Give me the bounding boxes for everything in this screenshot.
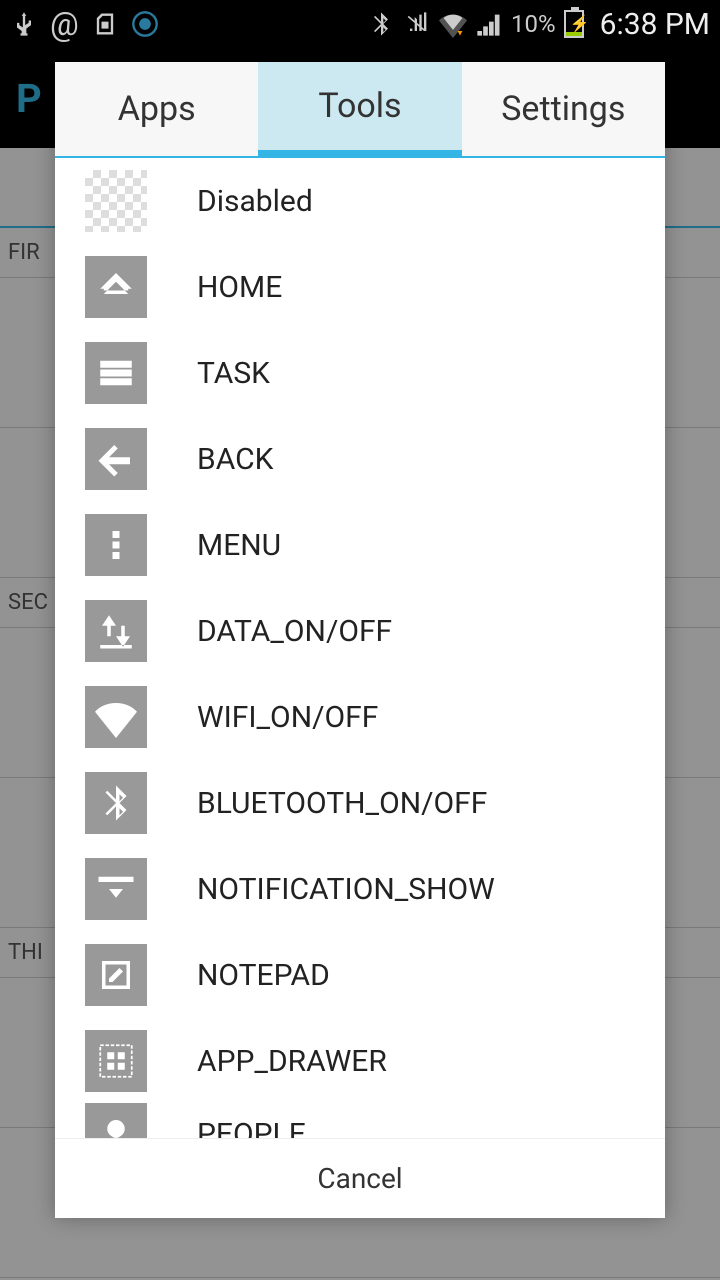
item-label: Disabled (197, 184, 313, 219)
item-label: NOTIFICATION_SHOW (197, 872, 495, 907)
at-icon: @ (50, 5, 79, 43)
list-item-menu[interactable]: MENU (85, 502, 665, 588)
status-left: @ (10, 5, 159, 43)
item-label: BLUETOOTH_ON/OFF (197, 786, 487, 821)
list-item-data[interactable]: DATA_ON/OFF (85, 588, 665, 674)
people-icon (85, 1103, 147, 1138)
item-label: MENU (197, 528, 281, 563)
notepad-icon (85, 944, 147, 1006)
list-item-bluetooth[interactable]: BLUETOOTH_ON/OFF (85, 760, 665, 846)
tab-tools[interactable]: Tools (258, 62, 461, 158)
list-item-notification[interactable]: NOTIFICATION_SHOW (85, 846, 665, 932)
list-item-appdrawer[interactable]: APP_DRAWER (85, 1018, 665, 1104)
list-item-notepad[interactable]: NOTEPAD (85, 932, 665, 1018)
list-item-task[interactable]: TASK (85, 330, 665, 416)
cancel-label: Cancel (317, 1162, 402, 1195)
home-icon (85, 256, 147, 318)
disabled-icon (85, 170, 147, 232)
list-item-back[interactable]: BACK (85, 416, 665, 502)
status-bar: @ 10% ⚡ 6:38 PM (0, 0, 720, 48)
cancel-button[interactable]: Cancel (55, 1138, 665, 1218)
list-item-home[interactable]: HOME (85, 244, 665, 330)
tab-apps-label: Apps (118, 89, 196, 129)
list-item-disabled[interactable]: Disabled (85, 158, 665, 244)
backdrop-title: P (16, 75, 42, 122)
bluetooth-toggle-icon (85, 772, 147, 834)
battery-percent: 10% (511, 10, 556, 38)
wifi-status-icon (439, 10, 467, 38)
usb-icon (10, 10, 38, 38)
item-label: APP_DRAWER (197, 1044, 387, 1079)
tab-settings[interactable]: Settings (462, 62, 665, 156)
bluetooth-icon (367, 10, 395, 38)
item-label: PEOPLE (197, 1117, 306, 1139)
list-item-people[interactable]: PEOPLE (85, 1104, 665, 1138)
status-time: 6:38 PM (600, 7, 710, 42)
item-label: NOTEPAD (197, 958, 330, 993)
menu-icon (85, 514, 147, 576)
item-label: HOME (197, 270, 282, 305)
list-item-wifi[interactable]: WIFI_ON/OFF (85, 674, 665, 760)
data-icon (85, 600, 147, 662)
dialog: Apps Tools Settings Disabled HOME TASK B… (55, 62, 665, 1218)
sync-icon (131, 10, 159, 38)
back-icon (85, 428, 147, 490)
notification-icon (85, 858, 147, 920)
wifi-icon (85, 686, 147, 748)
tab-settings-label: Settings (501, 89, 625, 129)
tools-list[interactable]: Disabled HOME TASK BACK MENU (55, 158, 665, 1138)
sim-icon (91, 10, 119, 38)
battery-icon: ⚡ (564, 10, 584, 38)
vibrate-icon (403, 10, 431, 38)
tab-tools-label: Tools (318, 86, 401, 126)
item-label: BACK (197, 442, 273, 477)
item-label: WIFI_ON/OFF (197, 700, 378, 735)
item-label: DATA_ON/OFF (197, 614, 392, 649)
item-label: TASK (197, 356, 270, 391)
tabs: Apps Tools Settings (55, 62, 665, 158)
status-right: 10% ⚡ 6:38 PM (367, 7, 710, 42)
tab-apps[interactable]: Apps (55, 62, 258, 156)
task-icon (85, 342, 147, 404)
appdrawer-icon (85, 1030, 147, 1092)
signal-icon (475, 10, 503, 38)
